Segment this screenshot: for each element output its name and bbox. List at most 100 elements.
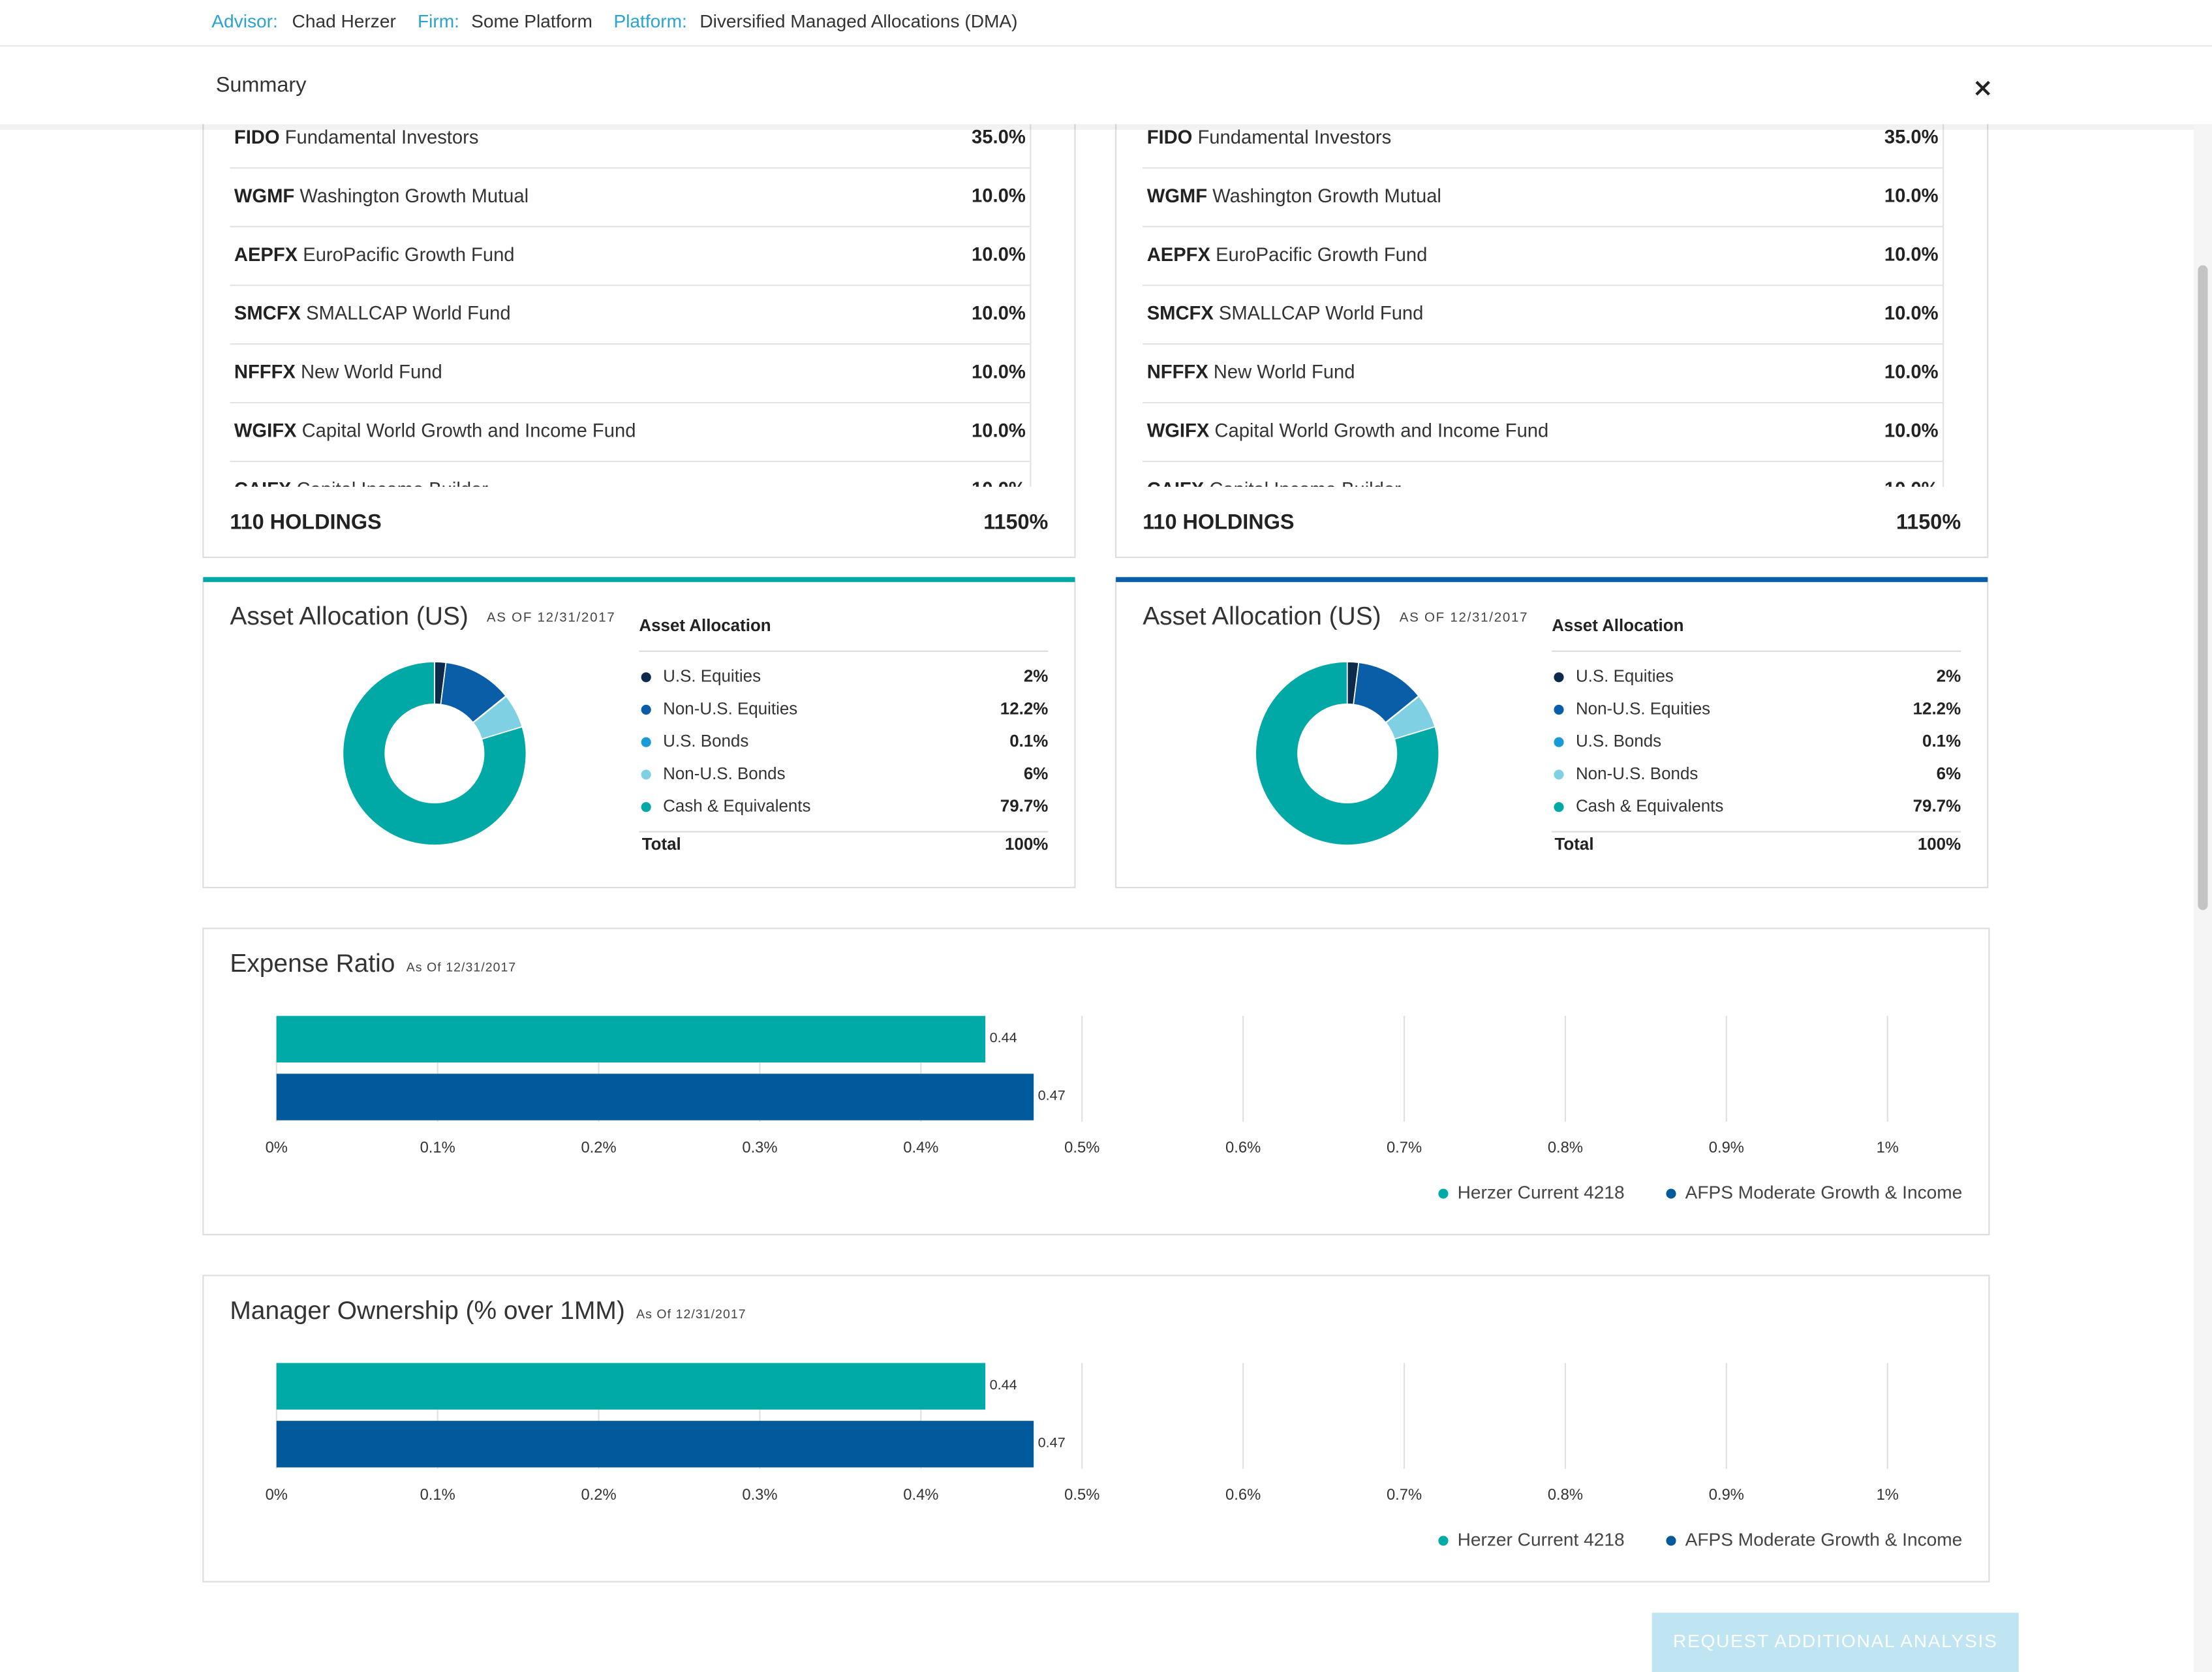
summary-title: Summary [216, 72, 307, 96]
legend-label: U.S. Equities [663, 668, 761, 686]
holding: NFFFX New World Fund [234, 362, 442, 382]
holding: SMCFX SMALLCAP World Fund [1147, 303, 1424, 324]
holding-weight: 10.0% [1884, 186, 1939, 207]
holding: WGMF Washington Growth Mutual [234, 186, 529, 207]
data-label: 0.47 [1038, 1087, 1066, 1104]
legend-label: Non-U.S. Bonds [1576, 765, 1698, 783]
legend-value: 0.1% [1922, 732, 1961, 751]
holding: WGMF Washington Growth Mutual [1147, 186, 1441, 207]
x-tick-label: 0.3% [742, 1139, 777, 1156]
fund-name: SMALLCAP World Fund [1219, 303, 1423, 324]
ticker: SMCFX [234, 303, 301, 324]
legend-label: Herzer Current 4218 [1458, 1182, 1625, 1202]
bar [276, 1363, 986, 1410]
ticker: WGIFX [234, 420, 297, 441]
fund-name: EuroPacific Growth Fund [1216, 244, 1427, 265]
legend-value: 12.2% [1000, 700, 1049, 718]
advisor-label: Advisor: [211, 11, 277, 31]
fund-name: Washington Growth Mutual [300, 186, 529, 207]
legend-dot [1666, 1536, 1676, 1546]
x-tick-label: 0.3% [742, 1486, 777, 1504]
allocation-title: Asset Allocation (US) [230, 602, 468, 630]
legend-value: 0.1% [1009, 732, 1048, 751]
x-tick-label: 1% [1877, 1139, 1899, 1156]
ticker: WGIFX [1147, 420, 1210, 441]
holding: WGIFX Capital World Growth and Income Fu… [234, 420, 636, 441]
fund-name: Fundamental Investors [1197, 127, 1391, 148]
x-tick-label: 0.7% [1387, 1139, 1422, 1156]
top-background [0, 0, 2212, 125]
holding-weight: 10.0% [972, 479, 1026, 500]
as-of: As Of 12/31/2017 [636, 1307, 746, 1322]
holding-weight: 35.0% [1884, 127, 1939, 148]
total-value: 100% [1005, 835, 1048, 854]
x-tick-label: 0.8% [1548, 1486, 1583, 1504]
fund-name: Fundamental Investors [285, 127, 479, 148]
x-tick-label: 0.6% [1225, 1139, 1261, 1156]
legend-dot [1554, 672, 1564, 683]
x-tick-label: 1% [1877, 1486, 1899, 1504]
legend-dot [641, 672, 651, 683]
x-tick-label: 0.4% [903, 1139, 938, 1156]
legend-dot [1554, 769, 1564, 780]
legend-label: Non-U.S. Equities [663, 700, 797, 718]
total-value: 100% [1918, 835, 1961, 854]
data-label: 0.44 [990, 1029, 1017, 1045]
content: FIDO Fundamental Investors 35.0% WGMF Wash… [202, 55, 1990, 1583]
legend-value: 6% [1937, 765, 1961, 783]
bar [276, 1421, 1034, 1468]
firm: Some Platform [471, 11, 592, 31]
x-tick-label: 0.1% [420, 1139, 455, 1156]
x-tick-label: 0.6% [1225, 1486, 1261, 1504]
fund-name: SMALLCAP World Fund [306, 303, 510, 324]
holding-weight: 10.0% [972, 186, 1026, 207]
x-tick-label: 0.9% [1709, 1139, 1744, 1156]
legend-label: Cash & Equivalents [663, 797, 810, 816]
fund-name: Capital Income Builder [1209, 479, 1401, 500]
holding: AEPFX EuroPacific Growth Fund [234, 244, 515, 265]
advisor: Chad Herzer [292, 11, 396, 31]
x-tick-label: 0% [266, 1139, 288, 1156]
legend-label: Non-U.S. Bonds [663, 765, 785, 783]
ticker: CAIFX [1147, 479, 1205, 500]
legend-value: 79.7% [1000, 797, 1049, 816]
x-tick-label: 0.7% [1387, 1486, 1422, 1504]
holding-weight: 35.0% [972, 127, 1026, 148]
bar [276, 1015, 986, 1062]
fund-name: Capital World Growth and Income Fund [1214, 420, 1548, 441]
legend-label: Non-U.S. Equities [1576, 700, 1710, 718]
holding-weight: 10.0% [1884, 420, 1939, 441]
close-button[interactable] [1975, 80, 1990, 96]
request-button[interactable]: REQUEST ADDITIONAL ANALYSIS [1651, 1613, 2019, 1672]
legend-value: 79.7% [1913, 797, 1961, 816]
ticker: FIDO [1147, 127, 1193, 148]
holdings-total: 1150% [1896, 510, 1961, 534]
x-tick-label: 0.5% [1064, 1486, 1099, 1504]
holding-weight: 10.0% [1884, 244, 1939, 265]
holding-weight: 10.0% [972, 244, 1026, 265]
holding-weight: 10.0% [972, 362, 1026, 382]
ticker: WGMF [1147, 186, 1207, 207]
donut-slice [1255, 661, 1440, 846]
holding: SMCFX SMALLCAP World Fund [234, 303, 511, 324]
legend-dot [641, 737, 651, 747]
as-of: As Of 12/31/2017 [407, 960, 517, 974]
legend-dot [641, 769, 651, 780]
holdings-count: 110 HOLDINGS [1143, 510, 1294, 534]
fund-name: Capital World Growth and Income Fund [302, 420, 636, 441]
as-of: AS OF 12/31/2017 [487, 610, 616, 625]
holdings-list: FIDO Fundamental Investors 35.0% WGMF Wash… [230, 127, 1030, 500]
scrollbar-thumb[interactable] [2198, 265, 2208, 910]
chart-title: Manager Ownership (% over 1MM) [230, 1297, 624, 1325]
platform-label: Platform: [613, 11, 686, 31]
legend-label: AFPS Moderate Growth & Income [1685, 1529, 1963, 1549]
holding-weight: 10.0% [1884, 479, 1939, 500]
holding-weight: 10.0% [1884, 303, 1939, 324]
holding: AEPFX EuroPacific Growth Fund [1147, 244, 1428, 265]
fund-name: New World Fund [301, 362, 442, 382]
button-background [1651, 1613, 2019, 1672]
legend-title: Asset Allocation [1552, 617, 1683, 635]
legend-label: Herzer Current 4218 [1458, 1529, 1625, 1549]
ticker: NFFFX [1147, 362, 1209, 382]
x-tick-label: 0.4% [903, 1486, 938, 1504]
